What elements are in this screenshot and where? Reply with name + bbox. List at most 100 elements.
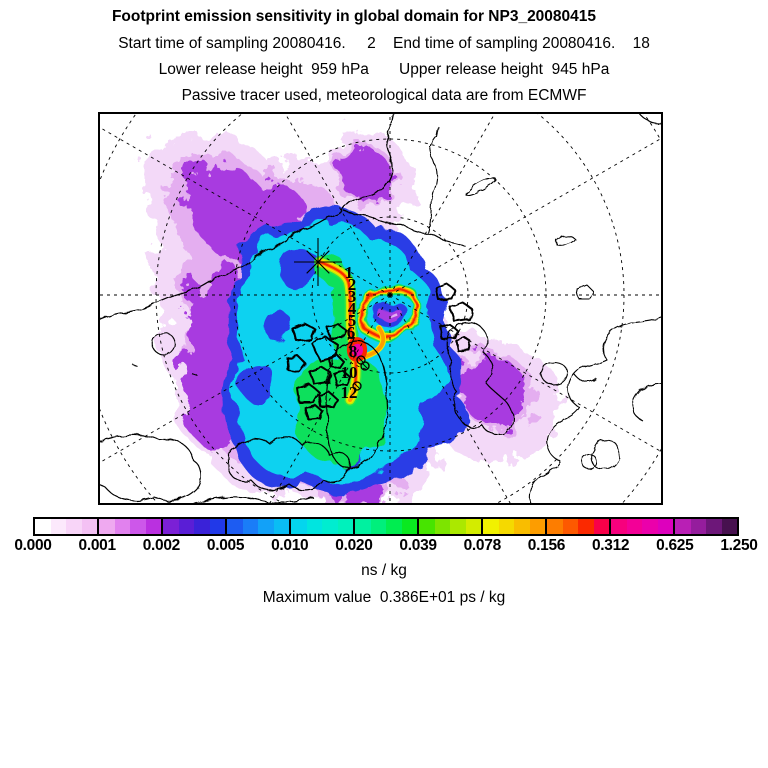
island <box>311 336 339 362</box>
map-frame <box>98 112 663 505</box>
colorbar-cell <box>194 519 210 534</box>
colorbar-cell <box>370 519 386 534</box>
colorbar-units: ns / kg <box>361 562 407 579</box>
colorbar-cell <box>209 519 225 534</box>
colorbar-cell <box>529 519 545 534</box>
colorbar-segment <box>675 519 737 534</box>
colorbar-cell <box>562 519 578 534</box>
meridian-line <box>389 137 662 296</box>
colorbar-tick: 0.039 <box>399 537 437 554</box>
colorbar-tick: 0.000 <box>14 537 52 554</box>
coastline <box>193 496 314 504</box>
colorbar-cell <box>721 519 737 534</box>
trajectory-day-label: 8 <box>349 342 358 361</box>
colorbar-tick: 0.312 <box>591 537 630 554</box>
colorbar-tick: 0.078 <box>463 537 502 554</box>
colorbar-cell <box>178 519 194 534</box>
plot-title: Footprint emission sensitivity in global… <box>111 8 597 25</box>
colorbar <box>33 517 739 536</box>
island <box>435 282 456 301</box>
colorbar-cell <box>498 519 514 534</box>
colorbar-cell <box>483 519 499 534</box>
coastline <box>576 284 594 300</box>
colorbar-cell <box>593 519 609 534</box>
colorbar-segment <box>35 519 99 534</box>
colorbar-cell <box>611 519 627 534</box>
island <box>328 354 345 369</box>
coastline <box>446 321 514 436</box>
coastline <box>581 439 620 470</box>
island <box>291 322 316 342</box>
plume-ring-red <box>360 288 422 338</box>
trajectory-marker-icon <box>362 363 368 369</box>
colorbar-cell <box>419 519 435 534</box>
colorbar-tick: 0.020 <box>335 537 373 554</box>
colorbar-cell <box>99 519 115 534</box>
release-asterisk-icon <box>306 250 330 274</box>
meridian-line <box>389 294 662 453</box>
colorbar-cell <box>465 519 481 534</box>
island <box>327 323 347 339</box>
graticule <box>99 113 662 504</box>
trajectory-day-label: 4 <box>348 299 357 318</box>
max-value-label: Maximum value 0.386E+01 ps / kg <box>262 589 506 606</box>
colorbar-cell <box>66 519 82 534</box>
colorbar-segment <box>419 519 483 534</box>
trajectory-marker-icon <box>354 383 360 389</box>
island <box>449 301 473 322</box>
trajectory-day-label: 6 <box>347 323 356 342</box>
colorbar-cell <box>130 519 146 534</box>
coastlines <box>99 113 662 504</box>
colorbar-segment <box>355 519 419 534</box>
colorbar-cell <box>401 519 417 534</box>
colorbar-cell <box>35 519 51 534</box>
colorbar-tick: 0.156 <box>527 537 566 554</box>
colorbar-cell <box>291 519 307 534</box>
island <box>439 323 458 340</box>
colorbar-segment <box>227 519 291 534</box>
colorbar-cell <box>706 519 722 534</box>
colorbar-tick: 0.010 <box>271 537 309 554</box>
colorbar-tick: 0.001 <box>78 537 117 554</box>
meridian-line <box>268 294 391 504</box>
colorbar-segment <box>611 519 675 534</box>
coastline <box>427 125 439 234</box>
colorbar-cell <box>163 519 179 534</box>
release-height-line: Lower release height 959 hPa Upper relea… <box>158 61 610 78</box>
colorbar-cell <box>145 519 161 534</box>
colorbar-cell <box>690 519 706 534</box>
colorbar-cell <box>450 519 466 534</box>
trajectory-day-label: 10 <box>341 363 358 382</box>
colorbar-cell <box>306 519 322 534</box>
meridian-line <box>389 294 512 504</box>
colorbar-cell <box>675 519 691 534</box>
trajectory-marker-icon <box>352 381 362 391</box>
island <box>305 404 323 420</box>
coastline <box>529 316 662 504</box>
plume-ring-core-pale <box>384 310 394 318</box>
trajectory-day-label: 5 <box>348 311 357 330</box>
colorbar-cell <box>337 519 353 534</box>
trajectory-day-label: 1 <box>345 263 354 282</box>
colorbar-cell <box>50 519 66 534</box>
coastline <box>465 177 497 196</box>
coastline <box>325 340 389 469</box>
trajectory-day-label: 3 <box>348 287 357 306</box>
meridian-line <box>284 113 391 296</box>
colorbar-segment <box>99 519 163 534</box>
colorbar-cell <box>642 519 658 534</box>
coastline <box>540 361 568 385</box>
colorbar-cell <box>578 519 594 534</box>
colorbar-segment <box>547 519 611 534</box>
colorbar-cell <box>322 519 338 534</box>
trajectory-day-label: 7 <box>347 333 356 352</box>
island <box>308 366 332 386</box>
island <box>333 370 351 386</box>
colorbar-cell <box>626 519 642 534</box>
plume-layers <box>146 131 559 504</box>
coastline <box>131 332 199 377</box>
trajectory-marker-icon <box>358 357 364 363</box>
island <box>318 391 338 408</box>
coastline <box>99 434 203 501</box>
